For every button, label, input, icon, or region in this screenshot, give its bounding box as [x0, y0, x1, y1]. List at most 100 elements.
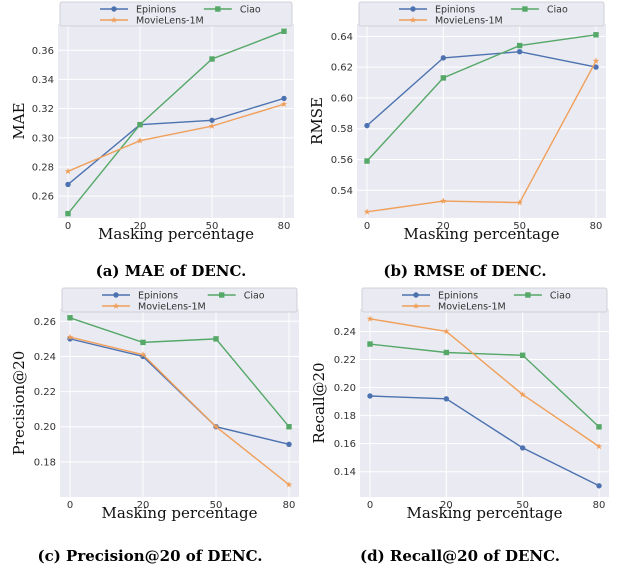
x-tick-label: 50: [206, 221, 219, 232]
marker-square: [213, 336, 219, 342]
chart-caption: (b) RMSE of DENC.: [383, 262, 546, 280]
y-tick-label: 0.28: [32, 162, 54, 173]
x-tick-label: 20: [134, 221, 147, 232]
chart-panel-0: 0.26 0.28 0.30 0.32 0.34 0.36 0 20 50 80 Masking p…: [10, 1, 294, 280]
x-tick-label: 50: [513, 221, 526, 232]
y-tick-label: 0.16: [334, 439, 356, 450]
chart-panel-2: 0.18 0.20 0.22 0.24 0.26 0 20 50 80 Masking perce…: [10, 287, 299, 565]
marker-circle: [113, 292, 119, 298]
x-axis-label: Masking percentage: [98, 225, 254, 243]
legend-label: MovieLens-1M: [435, 16, 503, 27]
marker-star: [412, 302, 420, 309]
marker-square: [137, 121, 143, 128]
marker-star: [363, 208, 371, 215]
y-tick-label: 0.34: [32, 75, 54, 86]
marker-square: [516, 42, 523, 49]
legend-label: Epinions: [138, 291, 178, 302]
y-tick-label: 0.20: [34, 422, 56, 433]
marker-square: [522, 6, 528, 12]
marker-square: [525, 292, 531, 298]
legend-label: Ciao: [244, 291, 265, 302]
x-tick-label: 80: [593, 500, 606, 511]
marker-star: [285, 481, 293, 488]
series-line-1: [67, 30, 285, 215]
x-tick-label: 20: [437, 221, 450, 232]
y-tick-label: 0.60: [331, 93, 353, 104]
y-axis-label: Recall@20: [310, 362, 328, 443]
marker-star: [409, 16, 417, 23]
series-line-1: [69, 317, 290, 428]
plot-area: [58, 24, 294, 218]
y-axis-label: Precision@20: [10, 351, 28, 456]
chart-panel-1: 0.54 0.56 0.58 0.60 0.62 0.64 0 20 50 80 Masking p…: [308, 1, 606, 280]
y-tick-label: 0.24: [334, 327, 356, 338]
series-line-2: [369, 318, 600, 448]
series-line-0: [369, 395, 600, 487]
series-line-2: [67, 103, 285, 172]
y-tick-label: 0.26: [32, 192, 54, 203]
x-axis-label: Masking percentage: [102, 504, 258, 522]
marker-circle: [516, 49, 523, 55]
x-axis-label: Masking percentage: [404, 225, 560, 243]
x-tick-label: 20: [440, 500, 453, 511]
plot-area: [357, 24, 606, 218]
y-tick-label: 0.32: [32, 104, 54, 115]
x-tick-label: 0: [367, 500, 373, 511]
marker-star: [110, 16, 118, 23]
plot-area: [360, 309, 609, 497]
marker-square: [209, 56, 215, 62]
y-tick-label: 0.18: [34, 457, 56, 468]
marker-star: [592, 57, 600, 64]
marker-circle: [367, 393, 373, 399]
marker-star: [516, 199, 523, 206]
marker-star: [440, 197, 447, 204]
y-tick-label: 0.22: [34, 387, 56, 398]
y-tick-label: 0.18: [334, 411, 356, 422]
marker-square: [67, 315, 73, 321]
marker-star: [136, 137, 144, 144]
marker-square: [443, 349, 450, 356]
marker-circle: [65, 181, 71, 188]
marker-star: [519, 391, 526, 398]
legend-label: Ciao: [547, 5, 568, 16]
marker-circle: [410, 6, 416, 12]
x-tick-label: 0: [364, 221, 370, 232]
series-line-1: [369, 343, 600, 428]
marker-star: [212, 423, 220, 430]
marker-square: [596, 424, 602, 430]
x-tick-label: 80: [278, 221, 291, 232]
y-tick-label: 0.22: [334, 355, 356, 366]
y-tick-label: 0.62: [331, 63, 353, 74]
plot-area: [60, 309, 299, 497]
chart-caption: (d) Recall@20 of DENC.: [360, 547, 560, 565]
y-tick-label: 0.36: [32, 46, 54, 57]
y-tick-label: 0.64: [331, 32, 353, 43]
marker-star: [443, 328, 450, 335]
legend-label: MovieLens-1M: [138, 302, 206, 313]
marker-square: [367, 341, 373, 347]
marker-circle: [111, 6, 117, 12]
legend-label: Ciao: [550, 291, 571, 302]
marker-star: [595, 443, 603, 450]
series-line-1: [366, 34, 597, 162]
series-line-0: [67, 97, 285, 185]
x-tick-label: 0: [65, 221, 71, 232]
marker-circle: [286, 441, 292, 447]
y-tick-label: 0.56: [331, 155, 353, 166]
series-line-0: [366, 51, 597, 127]
marker-circle: [413, 292, 419, 298]
marker-square: [440, 75, 447, 81]
chart-panel-3: 0.14 0.16 0.18 0.20 0.22 0.24 0 20 50 80 Masking p…: [310, 287, 609, 565]
x-tick-label: 80: [283, 500, 296, 511]
marker-circle: [440, 55, 447, 61]
marker-circle: [364, 122, 370, 129]
marker-square: [140, 339, 146, 346]
y-tick-label: 0.14: [334, 467, 356, 478]
marker-circle: [596, 483, 602, 489]
y-tick-label: 0.30: [32, 133, 54, 144]
y-tick-label: 0.24: [34, 352, 56, 363]
y-tick-label: 0.58: [331, 124, 353, 135]
legend-label: Ciao: [240, 5, 261, 16]
marker-star: [280, 100, 288, 107]
